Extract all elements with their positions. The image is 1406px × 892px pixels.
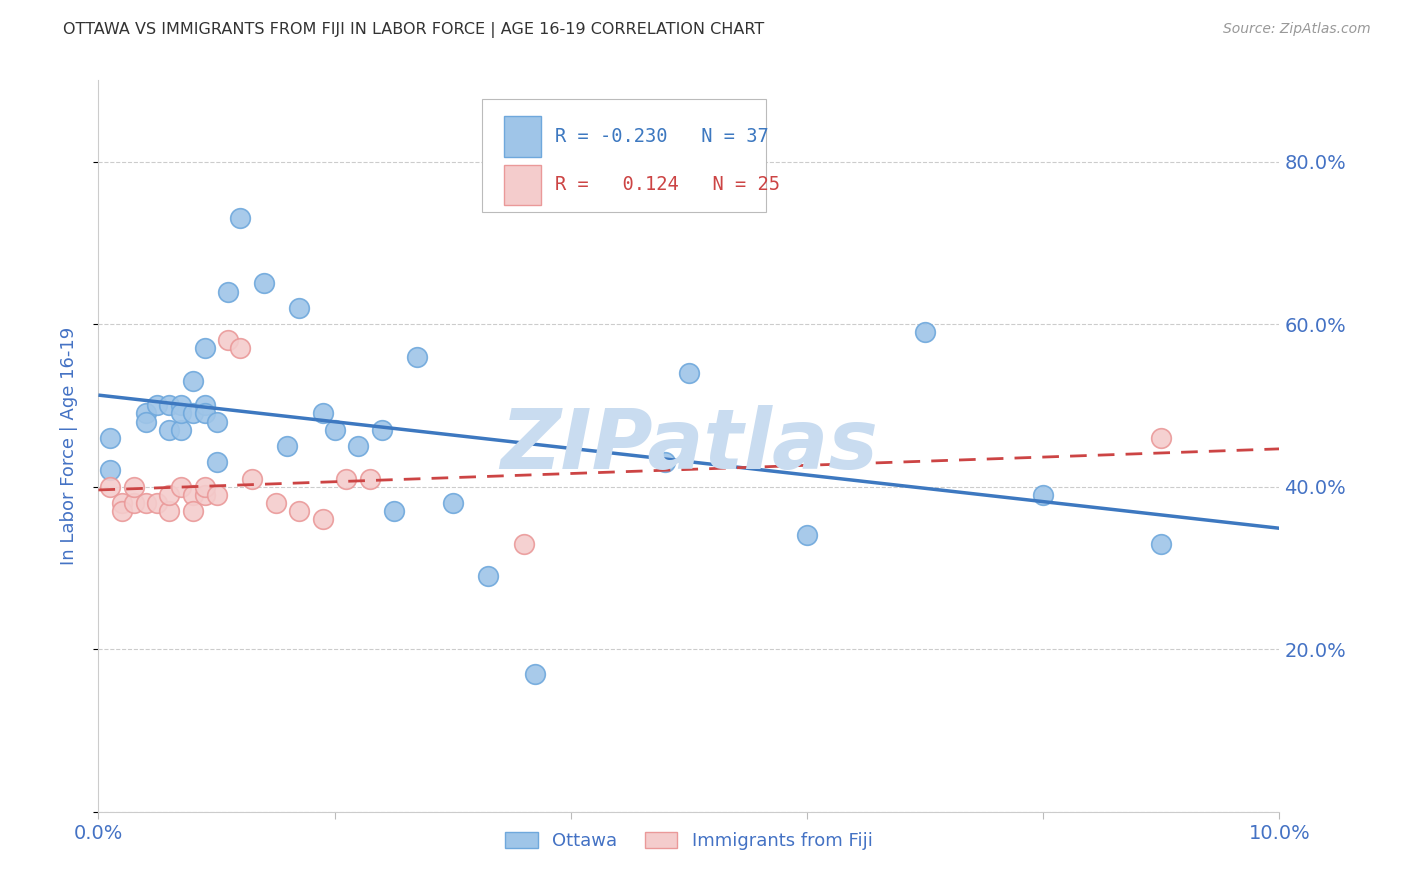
Text: Source: ZipAtlas.com: Source: ZipAtlas.com [1223, 22, 1371, 37]
Point [181, 488, 204, 502]
Point [205, 455, 228, 469]
Text: R = -0.230   N = 37: R = -0.230 N = 37 [555, 127, 769, 146]
Point [157, 488, 180, 502]
Point [98, 463, 121, 477]
FancyBboxPatch shape [482, 99, 766, 212]
Point [323, 423, 346, 437]
Point [229, 342, 252, 356]
Point [170, 423, 193, 437]
Point [264, 496, 287, 510]
Point [312, 407, 335, 421]
Point [111, 504, 134, 518]
Point [796, 528, 818, 542]
Point [217, 334, 239, 348]
Point [205, 415, 228, 429]
Point [1032, 488, 1054, 502]
Point [276, 439, 298, 453]
Point [181, 407, 204, 421]
Point [217, 285, 239, 299]
Point [253, 277, 276, 291]
Point [1150, 536, 1173, 550]
FancyBboxPatch shape [503, 165, 541, 205]
Point [135, 415, 157, 429]
Point [524, 666, 547, 681]
Point [98, 480, 121, 494]
Point [157, 398, 180, 412]
Legend: Ottawa, Immigrants from Fiji: Ottawa, Immigrants from Fiji [498, 825, 880, 857]
Point [181, 374, 204, 388]
Point [914, 325, 936, 339]
Text: ZIPatlas: ZIPatlas [501, 406, 877, 486]
Point [441, 496, 464, 510]
Point [181, 504, 204, 518]
Point [157, 423, 180, 437]
Point [194, 342, 217, 356]
Point [359, 471, 381, 485]
Point [146, 496, 169, 510]
Point [406, 350, 429, 364]
Text: R =   0.124   N = 25: R = 0.124 N = 25 [555, 176, 780, 194]
Point [678, 366, 700, 380]
Point [347, 439, 370, 453]
Point [194, 488, 217, 502]
Point [371, 423, 394, 437]
Text: OTTAWA VS IMMIGRANTS FROM FIJI IN LABOR FORCE | AGE 16-19 CORRELATION CHART: OTTAWA VS IMMIGRANTS FROM FIJI IN LABOR … [63, 22, 765, 38]
Point [194, 407, 217, 421]
Point [194, 398, 217, 412]
Point [170, 480, 193, 494]
Point [654, 455, 676, 469]
Point [240, 471, 263, 485]
Point [512, 536, 534, 550]
Point [335, 471, 357, 485]
Point [382, 504, 405, 518]
Point [135, 407, 157, 421]
Point [170, 407, 193, 421]
Point [477, 569, 499, 583]
Point [312, 512, 335, 526]
Point [229, 211, 252, 226]
Point [205, 488, 228, 502]
Point [146, 398, 169, 412]
Point [194, 480, 217, 494]
Point [122, 496, 145, 510]
Point [111, 496, 134, 510]
Point [98, 431, 121, 445]
Point [288, 504, 311, 518]
FancyBboxPatch shape [503, 117, 541, 157]
Point [135, 496, 157, 510]
Point [1150, 431, 1173, 445]
Point [157, 504, 180, 518]
Y-axis label: In Labor Force | Age 16-19: In Labor Force | Age 16-19 [59, 326, 77, 566]
Point [170, 398, 193, 412]
Point [288, 301, 311, 315]
Point [122, 480, 145, 494]
